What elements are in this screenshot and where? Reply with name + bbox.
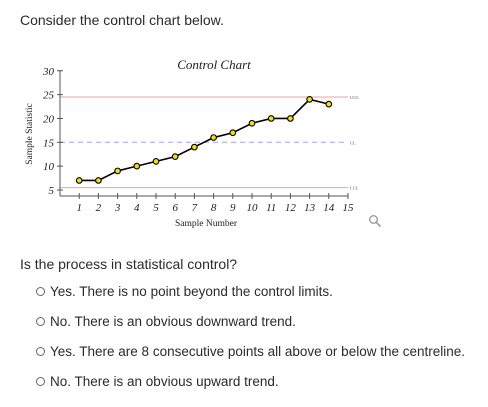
data-point bbox=[152, 158, 160, 165]
control-line-label-cl: CL bbox=[350, 140, 356, 145]
x-tick-label: 8 bbox=[211, 202, 217, 214]
option-1[interactable]: Yes. There is no point beyond the contro… bbox=[36, 284, 333, 299]
radio-button-icon[interactable] bbox=[36, 347, 45, 356]
x-tick-label: 11 bbox=[266, 202, 276, 214]
option-label: No. There is an obvious upward trend. bbox=[50, 374, 279, 389]
x-tick-label: 5 bbox=[153, 202, 159, 214]
data-point bbox=[75, 177, 83, 184]
data-point bbox=[267, 115, 275, 122]
option-4[interactable]: No. There is an obvious upward trend. bbox=[36, 374, 279, 389]
data-point bbox=[95, 177, 102, 184]
x-tick-label: 1 bbox=[76, 202, 82, 214]
data-point bbox=[306, 96, 313, 103]
data-point bbox=[287, 115, 294, 122]
option-3[interactable]: Yes. There are 8 consecutive points all … bbox=[36, 344, 465, 359]
y-tick-label: 25 bbox=[43, 90, 55, 102]
x-tick-label: 13 bbox=[304, 202, 316, 214]
radio-button-icon[interactable] bbox=[36, 317, 45, 326]
y-tick-label: 5 bbox=[49, 185, 55, 197]
x-tick-label: 9 bbox=[230, 202, 236, 214]
x-tick-label: 14 bbox=[323, 202, 335, 214]
data-point bbox=[114, 167, 121, 175]
x-tick-label: 2 bbox=[96, 202, 102, 214]
x-tick-label: 3 bbox=[114, 202, 121, 214]
question-text: Is the process in statistical control? bbox=[20, 256, 238, 272]
option-label: Yes. There is no point beyond the contro… bbox=[50, 284, 333, 299]
chart-title: Control Chart bbox=[177, 57, 251, 72]
radio-button-icon[interactable] bbox=[36, 287, 45, 296]
y-tick-label: 15 bbox=[43, 137, 55, 149]
option-label: No. There is an obvious downward trend. bbox=[50, 314, 296, 329]
x-axis-label: Sample Number bbox=[175, 219, 238, 228]
control-line-label-ucl: UCL bbox=[350, 95, 359, 100]
control-chart: Control Chart UCL CL LCL 5 10 15 20 25 30 1 2 3 4 5 6 7 8… bbox=[18, 48, 368, 228]
data-point bbox=[133, 162, 141, 170]
data-point bbox=[248, 119, 256, 127]
prompt-text: Consider the control chart below. bbox=[20, 12, 224, 28]
x-tick-label: 10 bbox=[247, 202, 259, 214]
x-tick-label: 4 bbox=[134, 202, 140, 214]
data-point bbox=[210, 134, 217, 141]
y-tick-label: 20 bbox=[43, 113, 55, 125]
magnifier-icon[interactable] bbox=[368, 214, 382, 228]
data-point bbox=[325, 100, 333, 108]
option-label: Yes. There are 8 consecutive points all … bbox=[50, 344, 466, 359]
option-2[interactable]: No. There is an obvious downward trend. bbox=[36, 314, 296, 329]
data-point bbox=[191, 143, 198, 151]
x-tick-label: 15 bbox=[343, 202, 355, 214]
y-tick-label: 30 bbox=[42, 66, 55, 78]
y-tick-label: 10 bbox=[43, 161, 55, 173]
data-point bbox=[171, 153, 179, 160]
control-line-label-lcl: LCL bbox=[350, 186, 359, 191]
x-tick-label: 12 bbox=[285, 202, 297, 214]
data-point bbox=[229, 129, 237, 137]
x-tick-label: 6 bbox=[172, 202, 178, 214]
radio-button-icon[interactable] bbox=[36, 377, 45, 386]
y-axis-label: Sample Statistic bbox=[25, 103, 35, 164]
x-tick-label: 7 bbox=[192, 202, 198, 214]
